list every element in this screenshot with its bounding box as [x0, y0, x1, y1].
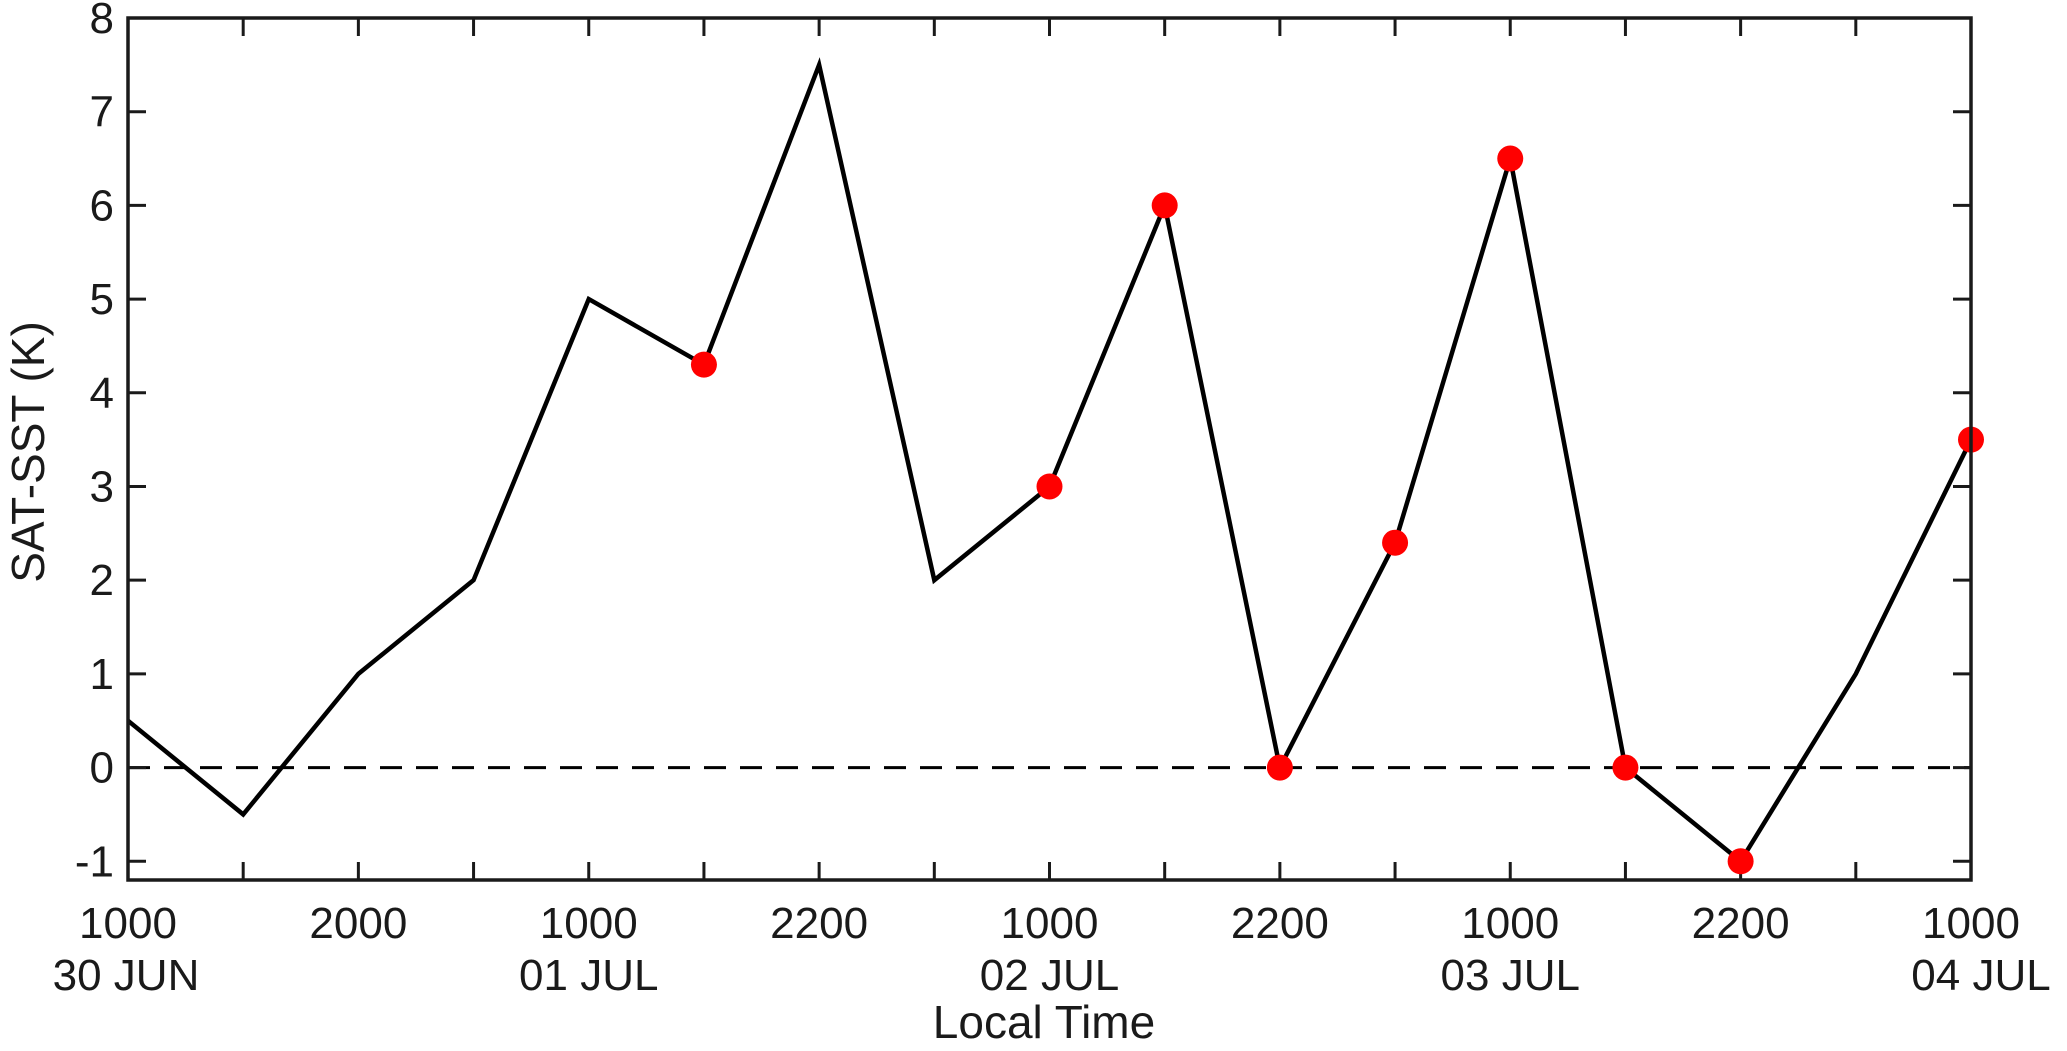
y-tick-label: 1	[90, 650, 114, 699]
y-tick-label: 6	[90, 181, 114, 230]
y-tick-label: 2	[90, 556, 114, 605]
data-point-marker	[1497, 145, 1524, 172]
x-date-label: 04 JUL	[1911, 951, 2050, 1000]
y-tick-label: 0	[90, 744, 114, 793]
x-axis-title: Local Time	[933, 996, 1155, 1048]
y-tick-label: -1	[75, 837, 114, 886]
x-tick-label: 2200	[1231, 899, 1329, 948]
y-tick-label: 7	[90, 88, 114, 137]
x-tick-label: 1000	[1001, 899, 1099, 948]
data-point-marker	[1382, 529, 1409, 556]
x-date-label: 03 JUL	[1441, 951, 1580, 1000]
x-tick-label: 2200	[770, 899, 868, 948]
y-tick-label: 5	[90, 275, 114, 324]
y-axis-title: SAT-SST (K)	[2, 321, 54, 583]
data-point-marker	[1036, 473, 1063, 500]
y-tick-label: 8	[90, 0, 114, 43]
x-date-label: 02 JUL	[980, 951, 1119, 1000]
y-tick-label: 4	[90, 369, 114, 418]
x-tick-label: 1000	[1461, 899, 1559, 948]
x-tick-label: 2200	[1692, 899, 1790, 948]
series-line	[126, 57, 1974, 865]
data-point-marker	[1151, 192, 1178, 219]
x-tick-label: 1000	[1922, 899, 2020, 948]
data-point-marker	[1612, 754, 1639, 781]
x-tick-label: 1000	[540, 899, 638, 948]
data-point-marker	[1727, 848, 1754, 875]
x-tick-label: 2000	[309, 899, 407, 948]
y-tick-label: 3	[90, 462, 114, 511]
data-point-marker	[690, 351, 717, 378]
data-point-marker	[1266, 754, 1293, 781]
x-tick-label: 1000	[79, 899, 177, 948]
plot-frame	[126, 16, 1973, 882]
x-date-label: 01 JUL	[519, 951, 658, 1000]
x-date-label: 30 JUN	[53, 951, 200, 1000]
